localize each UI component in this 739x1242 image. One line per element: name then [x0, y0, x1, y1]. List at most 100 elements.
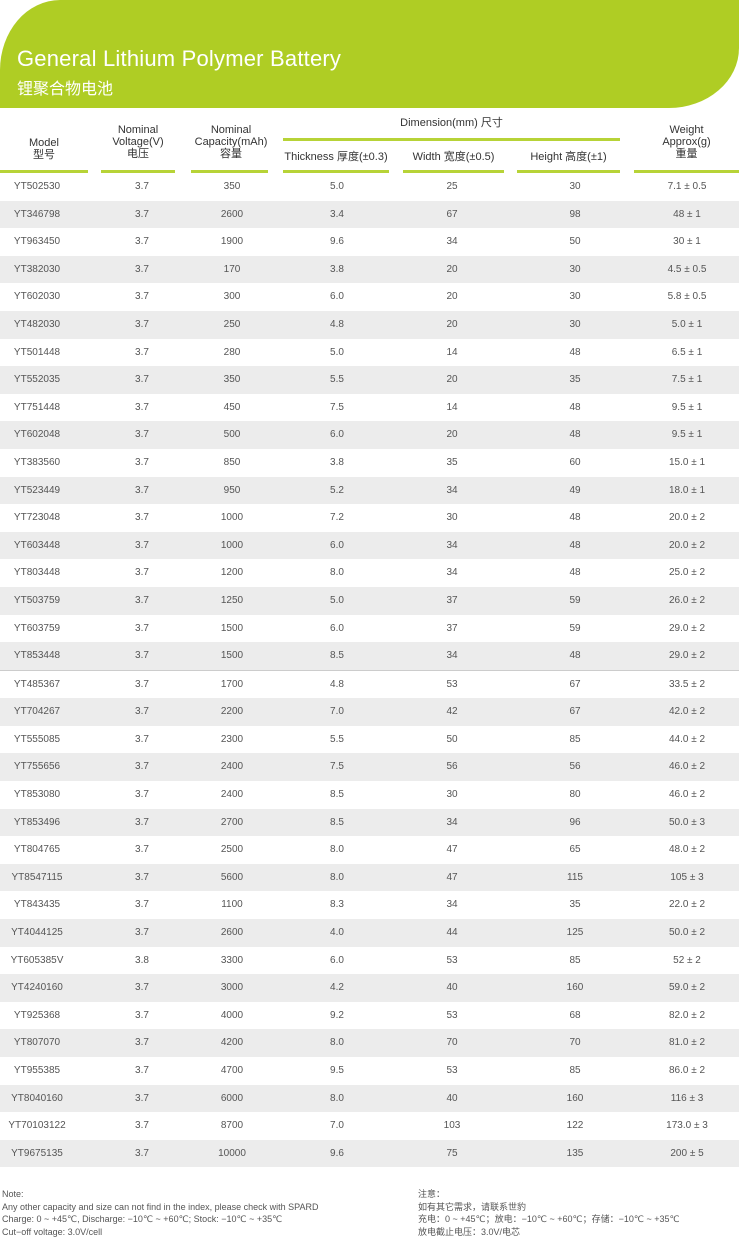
cell-voltage: 3.7 — [135, 291, 149, 303]
cell-height: 30 — [569, 181, 581, 192]
cell-capacity: 5600 — [220, 871, 244, 883]
cell-thickness: 4.0 — [330, 927, 344, 939]
cell-model: YT70103122 — [8, 1120, 66, 1132]
note-line: 放电截止电压：3.0V/电芯 — [418, 1226, 521, 1237]
cell-capacity: 1700 — [220, 678, 244, 690]
cell-model: YT552035 — [13, 374, 61, 386]
cell-voltage: 3.7 — [135, 456, 149, 468]
cell-capacity: 350 — [223, 181, 241, 192]
cell-capacity: 1200 — [220, 567, 244, 579]
cell-model: YT8547115 — [11, 871, 63, 883]
cell-model: YT704267 — [13, 706, 61, 718]
cell-voltage: 3.7 — [135, 429, 149, 441]
cell-weight: 44.0 ± 2 — [668, 733, 706, 745]
cell-voltage: 3.8 — [135, 954, 149, 966]
cell-thickness: 7.0 — [330, 1120, 344, 1132]
cell-width: 20 — [446, 374, 458, 386]
cell-thickness: 8.5 — [330, 650, 344, 662]
cell-thickness: 9.6 — [330, 236, 344, 248]
cell-width: 34 — [446, 650, 458, 662]
cell-model: YT751448 — [13, 401, 61, 413]
table-row: YT482030 3.7 250 4.8 20 30 5.0 ± 1 — [0, 310, 739, 339]
cell-capacity: 300 — [223, 291, 241, 303]
cell-weight: 81.0 ± 2 — [668, 1037, 706, 1049]
cell-voltage: 3.7 — [135, 208, 149, 220]
cell-voltage: 3.7 — [135, 263, 149, 275]
table-row: YT501448 3.7 280 5.0 14 48 6.5 ± 1 — [0, 339, 739, 367]
cell-model: YT603759 — [13, 622, 61, 634]
cell-voltage: 3.7 — [135, 1037, 149, 1049]
dimension-divider — [283, 138, 620, 141]
table-row: YT853448 3.7 1500 8.5 34 48 29.0 ± 2 — [0, 642, 739, 671]
cell-thickness: 6.0 — [330, 954, 344, 966]
table-row: YT603759 3.7 1500 6.0 37 59 29.0 ± 2 — [0, 615, 739, 643]
col-label-cn: 容量 — [220, 148, 242, 160]
cell-weight: 116 ± 3 — [670, 1092, 704, 1104]
cell-height: 56 — [569, 761, 581, 773]
table-row: YT853080 3.7 2400 8.5 30 80 46.0 ± 2 — [0, 781, 739, 809]
cell-weight: 105 ± 3 — [670, 871, 704, 883]
header-underline — [517, 170, 620, 173]
page-subtitle-cn: 锂聚合物电池 — [17, 81, 114, 98]
cell-voltage: 3.7 — [135, 733, 149, 745]
table-row: YT502530 3.7 350 5.0 25 30 7.1 ± 0.5 — [0, 173, 739, 201]
note-line: Charge: 0 ~ +45℃, Discharge: −10℃ ~ +60℃… — [2, 1214, 283, 1224]
cell-model: YT807070 — [13, 1037, 61, 1049]
cell-model: YT382030 — [13, 263, 61, 275]
cell-capacity: 8700 — [220, 1120, 244, 1132]
table-row: YT4044125 3.7 2600 4.0 44 125 50.0 ± 2 — [0, 919, 739, 947]
cell-height: 30 — [569, 291, 581, 303]
table-row: YT723048 3.7 1000 7.2 30 48 20.0 ± 2 — [0, 504, 739, 532]
col-label-cn: 重量 — [675, 148, 698, 160]
cell-voltage: 3.7 — [135, 1092, 149, 1104]
cell-weight: 48 ± 1 — [673, 208, 701, 220]
cell-model: YT804765 — [13, 844, 61, 856]
cell-model: YT803448 — [13, 567, 61, 579]
col-label: Nominal — [210, 124, 252, 136]
cell-model: YT602030 — [13, 291, 61, 303]
cell-width: 30 — [446, 512, 458, 524]
cell-model: YT346798 — [13, 208, 61, 220]
cell-model: YT482030 — [13, 318, 61, 330]
cell-width: 75 — [446, 1147, 458, 1159]
cell-thickness: 7.5 — [330, 401, 344, 413]
cell-capacity: 950 — [223, 484, 241, 496]
cell-weight: 52 ± 2 — [673, 954, 701, 966]
cell-width: 20 — [446, 318, 458, 330]
cell-capacity: 10000 — [218, 1147, 246, 1159]
cell-voltage: 3.7 — [135, 1065, 149, 1076]
cell-voltage: 3.7 — [135, 1009, 149, 1021]
cell-capacity: 170 — [223, 263, 241, 275]
header-underline — [101, 170, 175, 173]
cell-thickness: 8.0 — [330, 844, 344, 856]
cell-height: 48 — [569, 539, 581, 551]
cell-model: YT723048 — [13, 512, 61, 524]
cell-model: YT4044125 — [11, 927, 63, 939]
cell-voltage: 3.7 — [135, 401, 149, 413]
cell-height: 68 — [569, 1009, 581, 1021]
cell-voltage: 3.7 — [135, 927, 149, 939]
cell-capacity: 1000 — [220, 539, 244, 551]
note-line: 充电：0 ~ +45℃；放电：−10℃ ~ +60℃；存储：−10℃ ~ +35… — [418, 1214, 680, 1224]
cell-thickness: 3.8 — [330, 456, 344, 468]
cell-width: 53 — [446, 1065, 458, 1076]
cell-voltage: 3.7 — [135, 484, 149, 496]
note-line: Cut−off voltage: 3.0V/cell — [2, 1226, 103, 1237]
cell-model: YT853496 — [13, 816, 61, 828]
cell-model: YT603448 — [13, 539, 61, 551]
cell-capacity: 3300 — [220, 954, 244, 966]
cell-capacity: 2400 — [220, 761, 244, 773]
cell-thickness: 8.0 — [330, 871, 344, 883]
cell-width: 50 — [446, 733, 458, 745]
cell-capacity: 850 — [223, 456, 241, 468]
cell-voltage: 3.7 — [135, 899, 149, 911]
cell-capacity: 350 — [223, 374, 241, 386]
cell-height: 48 — [569, 567, 581, 579]
cell-thickness: 3.4 — [330, 208, 344, 220]
cell-height: 50 — [569, 236, 581, 248]
cell-weight: 48.0 ± 2 — [668, 844, 706, 856]
cell-voltage: 3.7 — [135, 871, 149, 883]
cell-weight: 42.0 ± 2 — [668, 706, 706, 718]
notes-english: Note: Any other capacity and size can no… — [2, 1188, 319, 1238]
cell-model: YT963450 — [13, 236, 61, 248]
